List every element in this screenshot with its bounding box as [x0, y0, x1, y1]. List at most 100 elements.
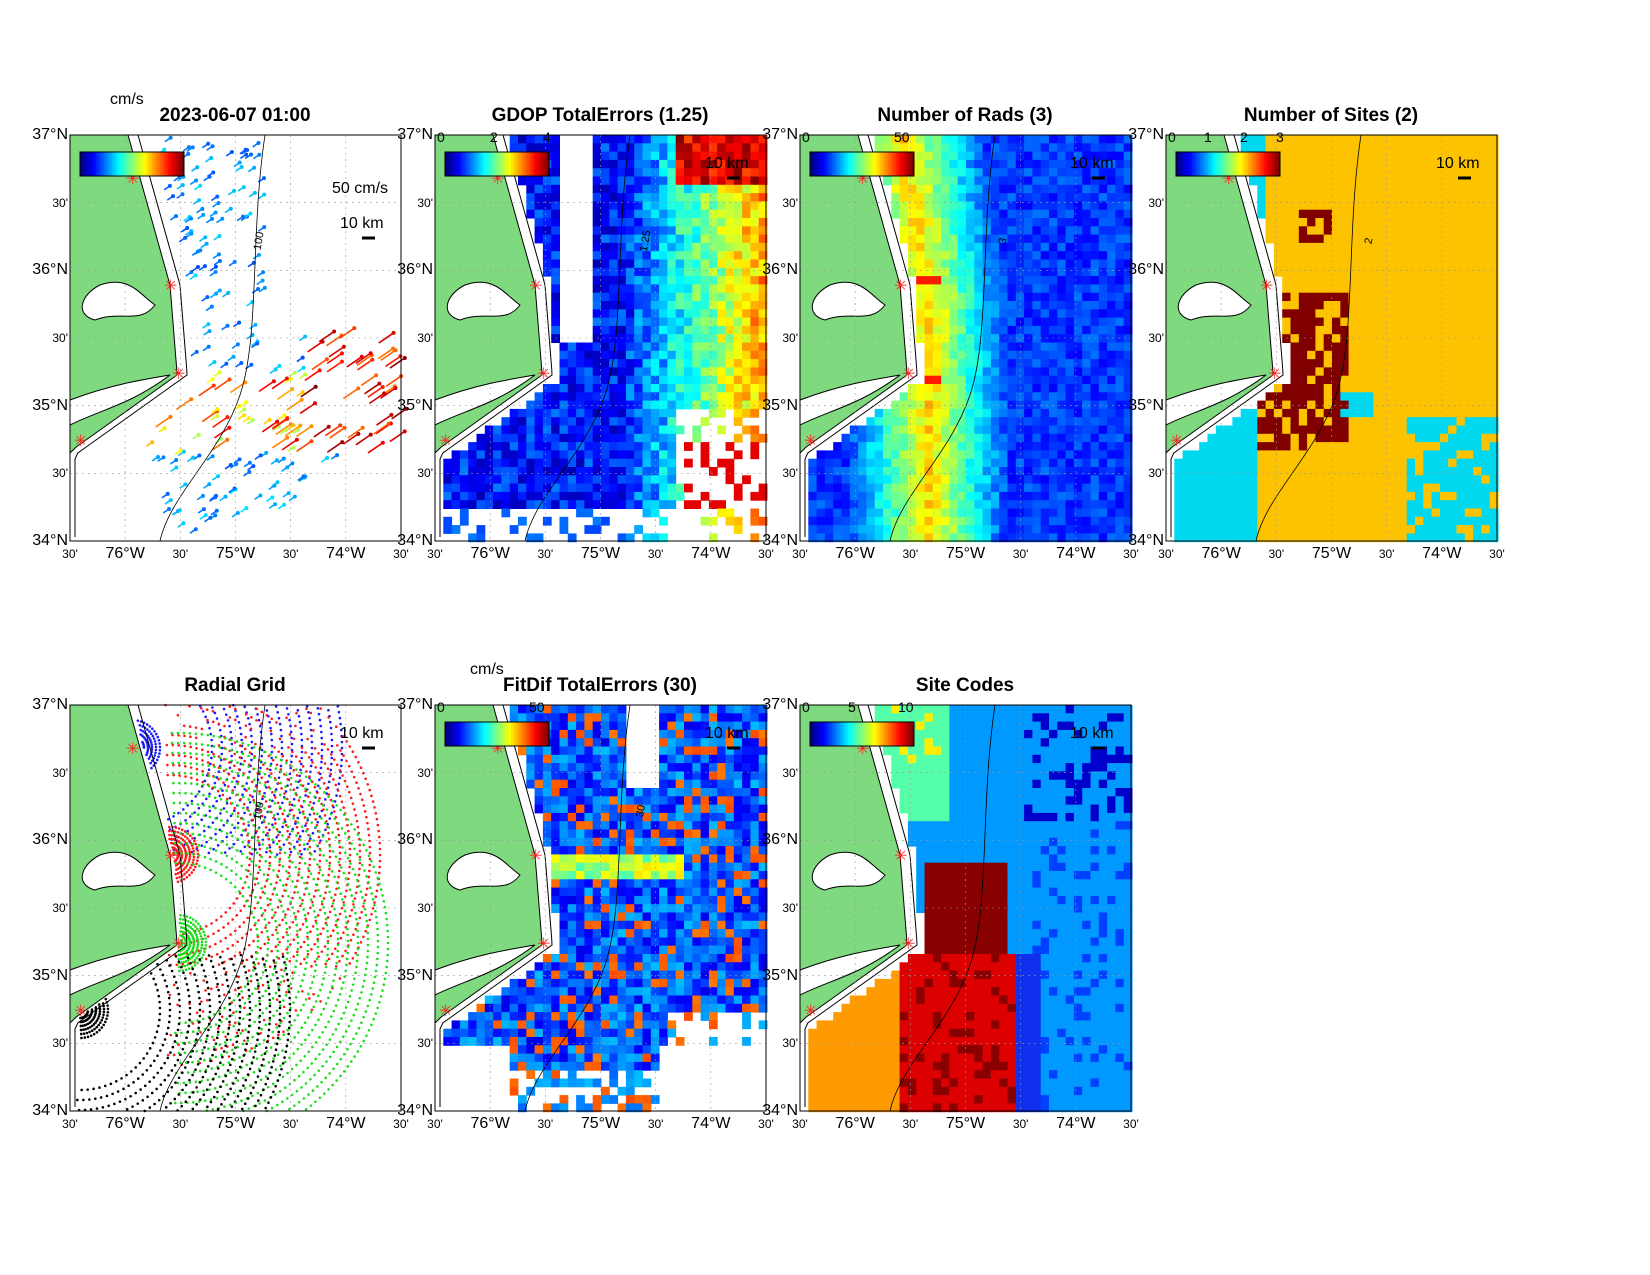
- grid-cell: [1040, 491, 1050, 501]
- grid-cell: [1464, 234, 1474, 244]
- grid-cell: [750, 143, 760, 153]
- grid-cell: [1373, 242, 1383, 252]
- grid-cell: [1390, 309, 1399, 319]
- grid-cell: [667, 151, 677, 161]
- grid-cell: [1049, 284, 1058, 294]
- grid-cell: [1290, 367, 1300, 377]
- grid-cell: [1423, 317, 1433, 327]
- grid-cell: [999, 317, 1008, 327]
- grid-cell: [899, 508, 909, 518]
- grid-cell: [883, 442, 892, 451]
- grid-cell: [1240, 433, 1250, 443]
- grid-cell: [1057, 301, 1067, 310]
- grid-cell: [1182, 508, 1192, 518]
- grid-cell: [1390, 143, 1399, 153]
- grid-cell: [634, 226, 643, 236]
- grid-cell: [576, 375, 585, 385]
- vector-head: [167, 506, 172, 511]
- grid-cell: [874, 475, 884, 485]
- grid-cell: [601, 184, 610, 194]
- grid-cell: [1015, 525, 1025, 534]
- grid-cell: [625, 433, 635, 443]
- grid-cell: [750, 533, 760, 543]
- colorbar-step: [543, 152, 546, 176]
- grid-cell: [841, 433, 851, 443]
- grid-cell: [1423, 475, 1433, 485]
- grid-cell: [1448, 359, 1457, 368]
- grid-cell: [1448, 467, 1457, 476]
- colorbar-step: [908, 152, 911, 176]
- grid-cell: [907, 201, 917, 211]
- vector-head: [255, 341, 260, 346]
- grid-cell: [725, 234, 735, 244]
- grid-cell: [833, 450, 842, 460]
- x-tick-label: 75°W: [945, 545, 986, 562]
- grid-cell: [742, 242, 751, 252]
- colorbar-step: [539, 152, 542, 176]
- grid-cell: [1273, 516, 1283, 526]
- grid-cell: [1298, 309, 1308, 319]
- grid-cell: [916, 516, 925, 526]
- vector-head: [225, 415, 230, 420]
- grid-cell: [1273, 417, 1283, 426]
- grid-cell: [1473, 135, 1482, 144]
- grid-cell: [874, 135, 884, 144]
- vector-head: [229, 150, 234, 155]
- grid-cell: [1340, 184, 1350, 194]
- grid-cell: [659, 226, 668, 236]
- grid-cell: [584, 425, 594, 435]
- grid-cell: [1439, 226, 1449, 236]
- grid-cell: [1415, 193, 1424, 202]
- grid-cell: [659, 317, 668, 327]
- grid-cell: [990, 375, 1000, 385]
- grid-cell: [891, 433, 901, 443]
- grid-cell: [750, 334, 760, 343]
- grid-cell: [1348, 234, 1358, 244]
- grid-cell: [1115, 242, 1125, 252]
- grid-cell: [990, 325, 1000, 335]
- grid-cell: [1439, 334, 1449, 343]
- grid-cell: [1282, 467, 1291, 476]
- grid-cell: [1123, 242, 1133, 252]
- grid-cell: [957, 342, 967, 352]
- grid-cell: [1290, 450, 1300, 460]
- panel-title: 2023-06-07 01:00: [159, 105, 311, 126]
- grid-cell: [990, 135, 1000, 144]
- grid-cell: [617, 375, 627, 385]
- grid-cell: [601, 500, 610, 509]
- grid-cell: [551, 500, 560, 509]
- colorbar-step: [453, 152, 456, 176]
- grid-cell: [659, 500, 668, 509]
- grid-cell: [1215, 483, 1225, 493]
- grid-cell: [1290, 384, 1300, 393]
- grid-cell: [1348, 491, 1358, 501]
- grid-cell: [601, 325, 610, 335]
- grid-cell: [592, 309, 602, 319]
- grid-cell: [700, 359, 710, 368]
- grid-cell: [1439, 151, 1449, 161]
- grid-cell: [609, 193, 619, 202]
- grid-cell: [1406, 251, 1416, 260]
- grid-cell: [1032, 135, 1042, 144]
- vector-head: [195, 165, 200, 170]
- grid-cell: [1406, 350, 1416, 360]
- grid-cell: [1115, 284, 1125, 294]
- grid-cell: [1340, 309, 1350, 319]
- grid-cell: [999, 408, 1008, 418]
- grid-cell: [1282, 267, 1291, 277]
- grid-cell: [982, 135, 992, 144]
- grid-cell: [1415, 408, 1424, 418]
- vector-head: [215, 414, 220, 419]
- grid-cell: [509, 433, 519, 443]
- grid-cell: [625, 375, 635, 385]
- grid-cell: [1265, 516, 1275, 526]
- grid-cell: [667, 442, 677, 451]
- grid-cell: [982, 475, 992, 485]
- grid-cell: [609, 417, 619, 426]
- grid-cell: [982, 276, 992, 285]
- grid-cell: [609, 218, 619, 227]
- grid-cell: [592, 367, 602, 377]
- vector-head: [189, 397, 194, 402]
- grid-cell: [949, 525, 959, 534]
- grid-cell: [924, 209, 934, 219]
